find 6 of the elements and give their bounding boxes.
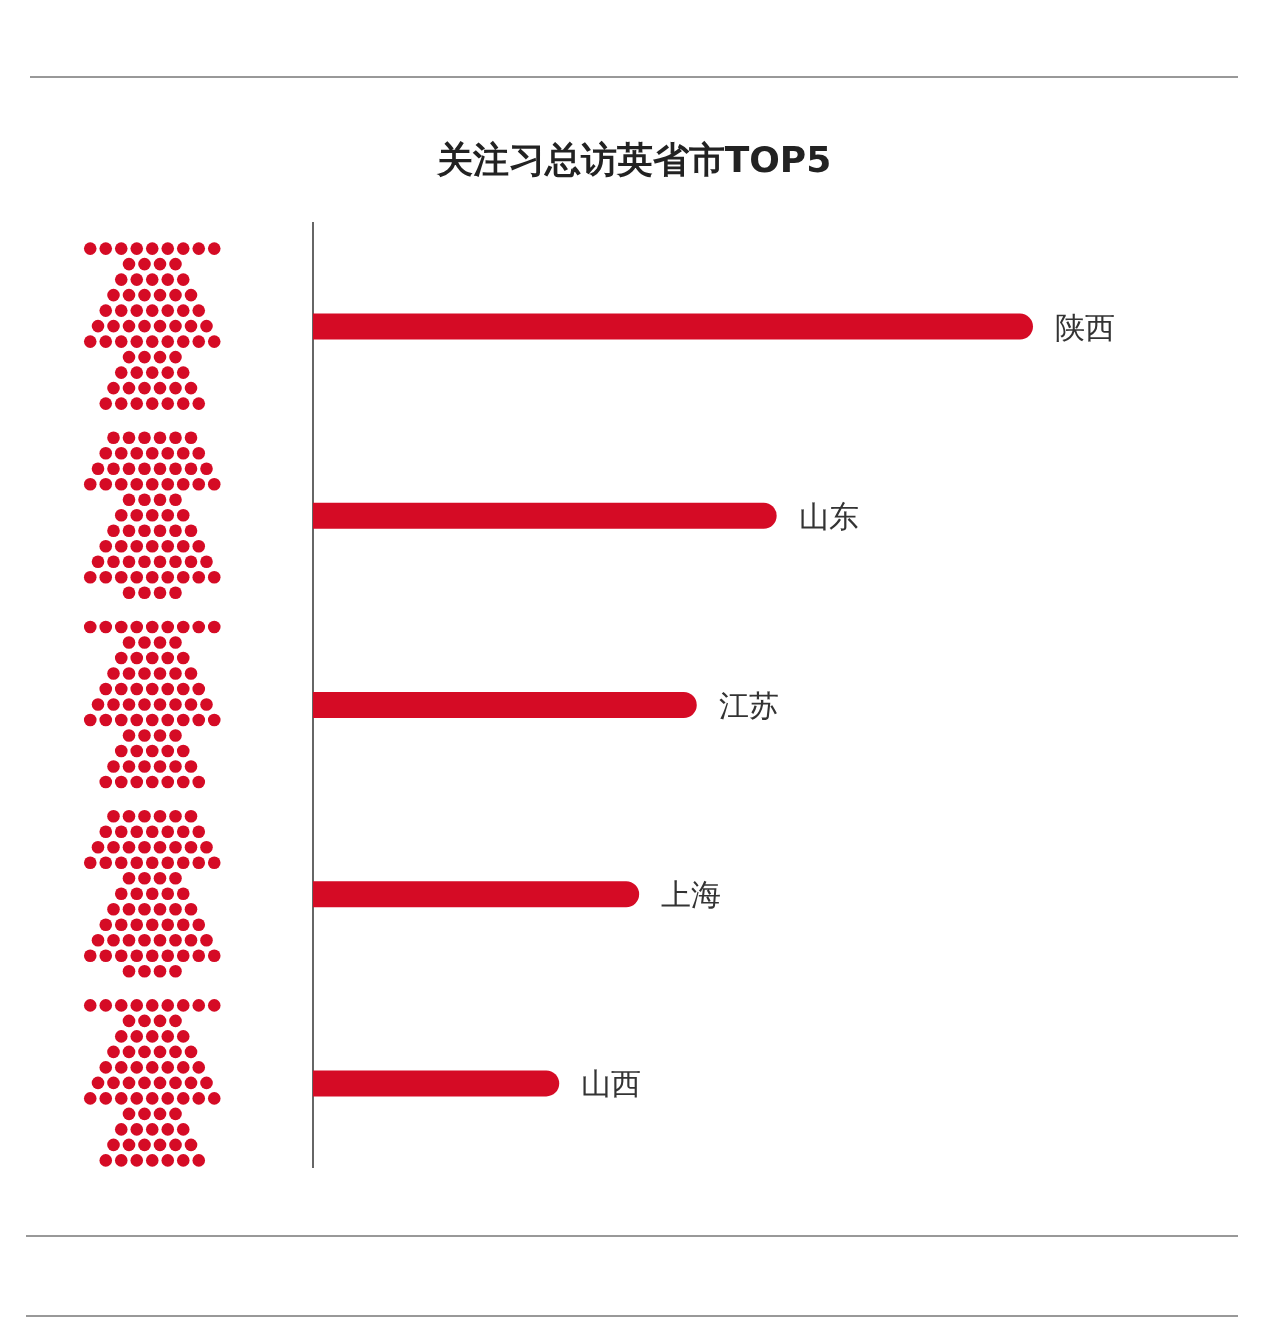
y-tick-label: 陕西 xyxy=(1055,309,1115,345)
y-tick-label: 山西 xyxy=(581,1066,642,1102)
chart-title: 关注习总访英省市TOP5 xyxy=(435,139,832,180)
y-tick-label: 山东 xyxy=(798,498,859,534)
y-tick-label: 上海 xyxy=(661,877,722,913)
y-tick-label: 江苏 xyxy=(718,688,779,723)
